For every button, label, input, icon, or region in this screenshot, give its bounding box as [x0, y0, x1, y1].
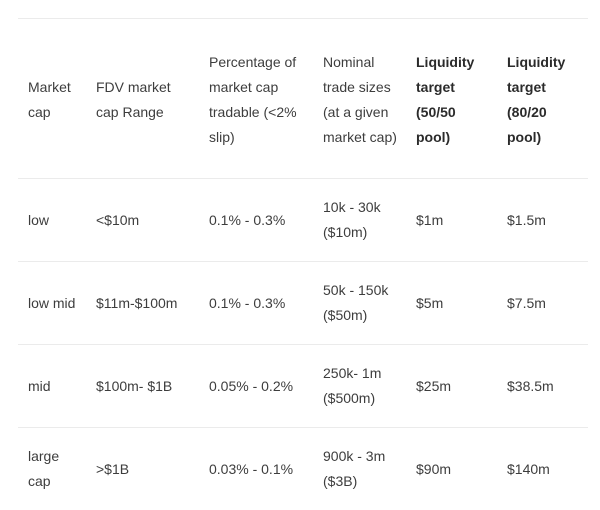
cell-liquidity-80-20: $7.5m — [497, 262, 588, 345]
cell-percentage-tradable: 0.1% - 0.3% — [199, 179, 313, 262]
cell-percentage-tradable: 0.05% - 0.2% — [199, 345, 313, 428]
cell-nominal-trade-sizes: 900k - 3m ($3B) — [313, 428, 406, 510]
header-liquidity-target-50-50: Liquidity target (50/50 pool) — [406, 19, 497, 179]
header-nominal-trade-sizes: Nominal trade sizes (at a given market c… — [313, 19, 406, 179]
cell-percentage-tradable: 0.03% - 0.1% — [199, 428, 313, 510]
liquidity-target-table: Market cap FDV market cap Range Percenta… — [18, 18, 588, 510]
cell-market-cap: mid — [18, 345, 86, 428]
liquidity-table-container: Market cap FDV market cap Range Percenta… — [18, 18, 588, 510]
cell-market-cap: low — [18, 179, 86, 262]
cell-liquidity-50-50: $1m — [406, 179, 497, 262]
cell-nominal-trade-sizes: 50k - 150k ($50m) — [313, 262, 406, 345]
cell-fdv-range: $100m- $1B — [86, 345, 199, 428]
table-row: low <$10m 0.1% - 0.3% 10k - 30k ($10m) $… — [18, 179, 588, 262]
cell-liquidity-80-20: $38.5m — [497, 345, 588, 428]
cell-fdv-range: $11m-$100m — [86, 262, 199, 345]
header-market-cap: Market cap — [18, 19, 86, 179]
cell-fdv-range: >$1B — [86, 428, 199, 510]
table-row: mid $100m- $1B 0.05% - 0.2% 250k- 1m ($5… — [18, 345, 588, 428]
table-header: Market cap FDV market cap Range Percenta… — [18, 19, 588, 179]
cell-liquidity-50-50: $25m — [406, 345, 497, 428]
cell-market-cap: large cap — [18, 428, 86, 510]
cell-liquidity-50-50: $90m — [406, 428, 497, 510]
cell-liquidity-80-20: $1.5m — [497, 179, 588, 262]
cell-liquidity-50-50: $5m — [406, 262, 497, 345]
header-liquidity-target-80-20: Liquidity target (80/20 pool) — [497, 19, 588, 179]
cell-fdv-range: <$10m — [86, 179, 199, 262]
header-fdv-range: FDV market cap Range — [86, 19, 199, 179]
table-row: large cap >$1B 0.03% - 0.1% 900k - 3m ($… — [18, 428, 588, 510]
cell-liquidity-80-20: $140m — [497, 428, 588, 510]
table-row: low mid $11m-$100m 0.1% - 0.3% 50k - 150… — [18, 262, 588, 345]
header-percentage-tradable: Percentage of market cap tradable (<2% s… — [199, 19, 313, 179]
cell-market-cap: low mid — [18, 262, 86, 345]
cell-percentage-tradable: 0.1% - 0.3% — [199, 262, 313, 345]
table-body: low <$10m 0.1% - 0.3% 10k - 30k ($10m) $… — [18, 179, 588, 510]
cell-nominal-trade-sizes: 250k- 1m ($500m) — [313, 345, 406, 428]
header-row: Market cap FDV market cap Range Percenta… — [18, 19, 588, 179]
cell-nominal-trade-sizes: 10k - 30k ($10m) — [313, 179, 406, 262]
